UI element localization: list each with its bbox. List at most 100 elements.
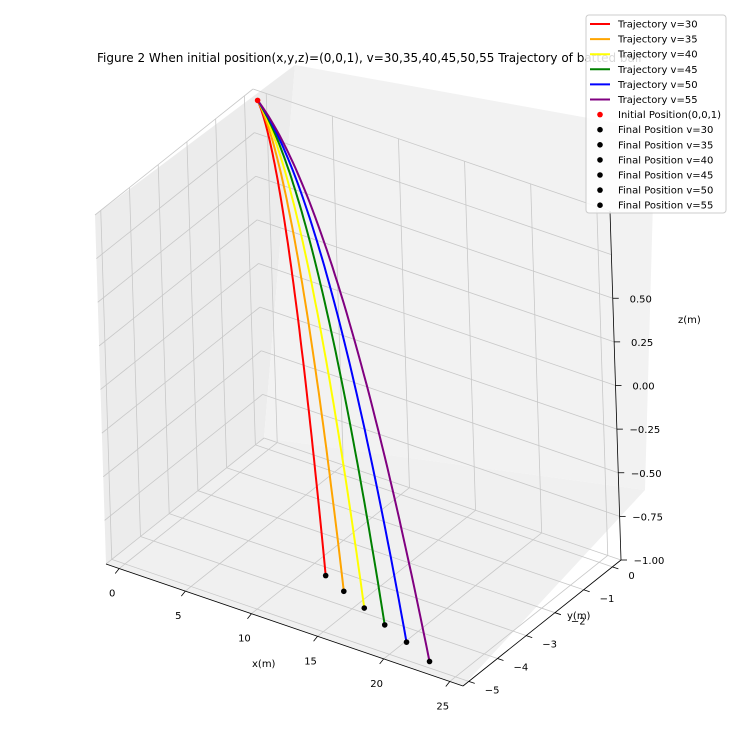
trajectory-line [256,99,408,643]
y-axis-label: y(m) [567,611,591,622]
y-gridline [111,559,469,682]
z-tick-label: −0.25 [630,425,661,436]
x-tick-mark [379,658,384,665]
trajectory-line [256,99,366,609]
grid-lines [94,88,622,682]
z-gridline [261,350,619,474]
final-position-marker [381,622,388,628]
legend-frame [585,14,727,214]
y-tick-label: −3 [542,640,557,651]
y-gridline [140,536,498,659]
x-tick-label: 15 [304,656,317,667]
x-axis-line [105,563,464,687]
chart-title: Figure 2 When initial position(x,y,z)=(0… [97,51,642,65]
z-gridline [94,88,254,216]
legend-entry-label: Trajectory v=55 [617,95,698,106]
x-tick-mark [313,636,318,642]
final-position-marker [341,588,347,595]
z-gridline [101,306,261,434]
y-axis-line [462,559,622,687]
final-position-marker [322,572,329,579]
x-gridline [118,442,278,569]
trajectory-line [256,99,386,626]
z-tick-label: −1.00 [634,556,665,567]
y-tick-mark [468,681,475,684]
y-tick-mark [497,658,504,661]
final-position-marker [426,658,433,665]
y-tick-label: −1 [600,594,615,605]
z-gridline [252,88,611,212]
trajectory-line [256,99,327,576]
x-tick-label: 5 [175,611,181,622]
y-tick-mark [526,635,533,638]
x-gridline [449,555,609,682]
legend-marker-swatch [597,157,603,163]
legend-marker-swatch [597,172,603,178]
x-gridline [383,532,542,660]
y-tick-label: −4 [513,663,528,674]
x-tick-mark [247,613,252,619]
initial-position-marker [254,97,261,104]
legend-entry-label: Final Position v=40 [618,155,713,166]
z-tick-label: −0.50 [631,469,662,480]
x-tick-mark [445,681,451,687]
legend-marker-swatch [597,202,603,208]
z-gridline [103,350,262,478]
x-tick-label: 0 [109,589,115,600]
x-tick-mark [114,568,120,574]
trajectory-line [256,99,345,592]
legend-entry-label: Final Position v=45 [618,171,713,182]
legend-entry-label: Final Position v=55 [618,201,713,212]
z-gridline [263,437,622,561]
legend-entry-label: Trajectory v=50 [617,80,698,91]
x-tick-label: 10 [238,634,251,645]
y-gridline [226,467,584,591]
y-tick-label: 0 [628,571,634,582]
z-gridline [100,263,259,390]
legend-entry-label: Initial Position(0,0,1) [618,110,721,121]
z-tick-label: 0.50 [630,294,652,305]
pane-back [264,65,655,490]
trajectory-lines [256,99,431,662]
legend-entry-label: Final Position v=50 [618,186,713,197]
legend-marker-swatch [597,142,603,148]
z-gridline [104,394,263,521]
final-position-marker [403,639,410,645]
z-gridline [96,132,255,259]
legend-entry-label: Final Position v=30 [618,125,713,136]
z-axis-label: z(m) [678,315,701,326]
z-gridline [254,132,612,256]
x-gridline [317,509,476,637]
z-gridline [97,175,256,303]
legend-entry-label: Trajectory v=45 [617,65,698,76]
y-tick-label: −2 [571,617,586,628]
position-markers [254,97,433,665]
z-gridline [105,437,265,565]
z-gridline [258,263,616,386]
z-tick-label: −0.75 [632,512,663,523]
y-gridline [197,490,556,614]
legend-entry-label: Final Position v=35 [618,140,713,151]
legend-marker-swatch [597,111,603,118]
legend-marker-swatch [597,126,603,133]
y-tick-mark [583,589,590,593]
y-tick-mark [554,612,562,616]
final-position-marker [361,605,368,611]
y-tick-mark [612,566,619,570]
z-tick-label: 0.00 [632,382,654,393]
legend-entry-label: Trajectory v=35 [617,35,698,46]
x-axis-label: x(m) [252,659,276,670]
legend-marker-swatch [597,187,603,193]
x-tick-label: 25 [436,701,449,712]
legend-entry-label: Trajectory v=30 [617,20,698,31]
z-gridline [98,219,258,347]
x-tick-label: 20 [370,679,383,690]
y-tick-label: −5 [485,685,500,696]
legend-entry-label: Trajectory v=40 [617,50,698,61]
x-gridline [251,487,410,615]
tick-labels: 0 5 10 15 20 25 0 −1 −2 −3 −4 −5 0.50 0.25 0.00 −0.25 −0… [109,294,664,712]
trajectory-line [256,99,431,662]
x-tick-mark [181,590,186,597]
z-tick-label: 0.25 [631,338,653,349]
